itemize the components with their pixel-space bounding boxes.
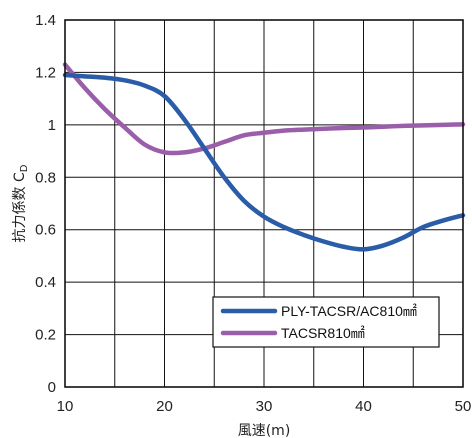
y-tick-label: 1 <box>48 117 56 134</box>
series-line-ply-tacsr <box>62 72 466 252</box>
legend-label-ply-tacsr: PLY-TACSR/AC810㎟ <box>281 303 417 319</box>
y-tick-label: 1.2 <box>35 64 56 81</box>
x-tick-label: 50 <box>455 398 472 415</box>
y-tick-labels: 0 0.2 0.4 0.6 0.8 1 1.2 1.4 <box>35 12 56 396</box>
y-tick-label: 0.2 <box>35 327 56 344</box>
series-lines <box>62 62 466 252</box>
x-tick-labels: 10 20 30 40 50 <box>57 398 472 415</box>
series-line-tacsr <box>62 62 466 156</box>
x-tick-label: 30 <box>256 398 273 415</box>
legend-box <box>212 296 440 348</box>
y-tick-label: 0.8 <box>35 169 56 186</box>
x-tick-label: 10 <box>57 398 74 415</box>
x-tick-label: 20 <box>156 398 173 415</box>
y-axis-title-main: 抗力係数 C <box>12 172 28 242</box>
y-tick-label: 1.4 <box>35 12 56 29</box>
y-tick-label: 0 <box>48 379 56 396</box>
y-tick-label: 0.6 <box>35 222 56 239</box>
y-axis-title: 抗力係数 CD <box>12 164 30 242</box>
x-tick-label: 40 <box>355 398 372 415</box>
legend-label-tacsr: TACSR810㎟ <box>281 325 365 341</box>
legend: PLY-TACSR/AC810㎟ TACSR810㎟ <box>212 296 440 348</box>
plot-frame <box>64 19 464 388</box>
y-tick-label: 0.4 <box>35 274 56 291</box>
y-axis-title-subscript: D <box>19 164 30 172</box>
x-axis-title: 風速(m) <box>238 423 291 438</box>
